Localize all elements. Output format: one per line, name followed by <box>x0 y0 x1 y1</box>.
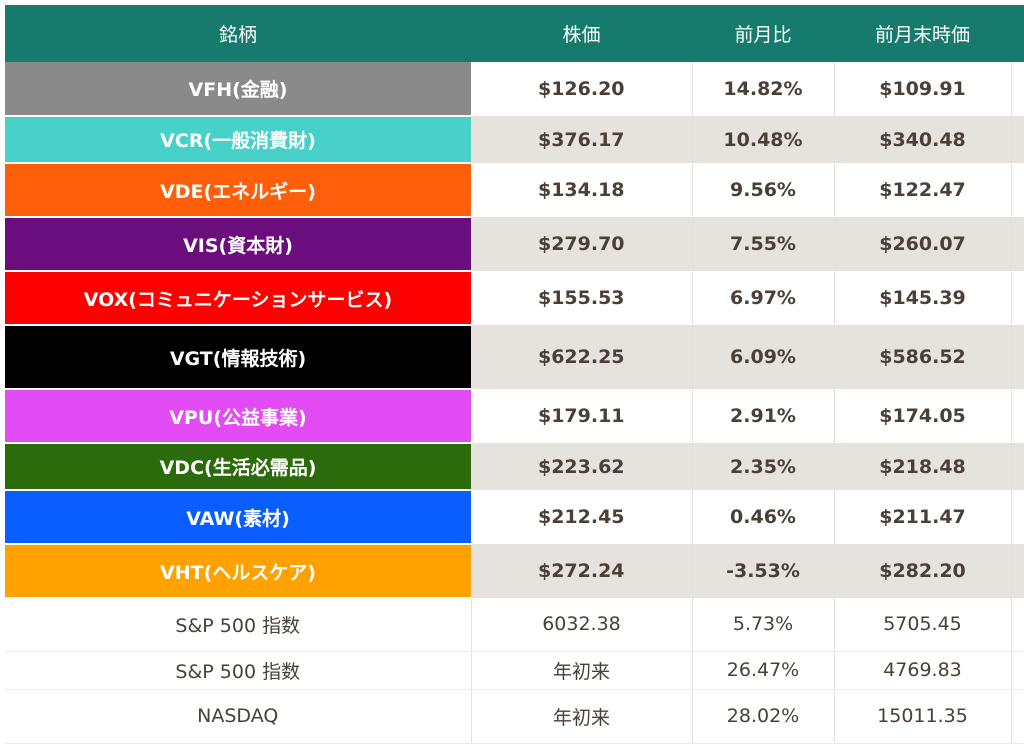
ticker-cell: VIS(資本財) <box>5 217 471 272</box>
index-prev-value-cell: 5705.45 <box>834 598 1012 652</box>
ticker-cell: VHT(ヘルスケア) <box>5 544 471 599</box>
index-name-cell: S&P 500 指数 <box>5 651 472 690</box>
table-row: VGT(情報技術) $622.25 6.09% $586.52 <box>5 325 1024 390</box>
price-cell: $272.24 <box>471 544 693 598</box>
change-cell: -3.53% <box>692 544 835 598</box>
ticker-cell: VDC(生活必需品) <box>5 443 471 491</box>
table-row: VDC(生活必需品) $223.62 2.35% $218.48 <box>5 443 1024 491</box>
header-prev-month-value: 前月末時価 <box>834 5 1011 62</box>
row-pad <box>1011 163 1024 217</box>
index-change-cell: 28.02% <box>692 689 835 744</box>
table-row: VOX(コミュニケーションサービス) $155.53 6.97% $145.39 <box>5 271 1024 326</box>
table-row: VCR(一般消費財) $376.17 10.48% $340.48 <box>5 116 1024 164</box>
index-change-cell: 5.73% <box>692 598 835 652</box>
change-cell: 2.91% <box>692 389 835 443</box>
table-row: VPU(公益事業) $179.11 2.91% $174.05 <box>5 389 1024 444</box>
index-price-cell: 6032.38 <box>471 598 693 652</box>
row-pad <box>1011 490 1024 544</box>
price-cell: $376.17 <box>471 116 693 163</box>
index-prev-value-cell: 4769.83 <box>834 651 1012 690</box>
index-row: S&P 500 指数 年初来 26.47% 4769.83 <box>5 651 1024 690</box>
index-row: S&P 500 指数 6032.38 5.73% 5705.45 <box>5 598 1024 652</box>
prev-value-cell: $122.47 <box>834 163 1012 217</box>
row-pad <box>1011 62 1024 116</box>
index-prev-value-cell: 15011.35 <box>834 689 1012 744</box>
ticker-cell: VFH(金融) <box>5 62 471 117</box>
ticker-cell: VCR(一般消費財) <box>5 116 471 164</box>
header-row: 銘柄 株価 前月比 前月末時価 <box>5 5 1024 62</box>
ticker-cell: VGT(情報技術) <box>5 325 471 390</box>
row-pad <box>1011 443 1024 490</box>
price-cell: $212.45 <box>471 490 693 544</box>
prev-value-cell: $282.20 <box>834 544 1012 598</box>
row-pad <box>1011 116 1024 163</box>
change-cell: 14.82% <box>692 62 835 116</box>
prev-value-cell: $218.48 <box>834 443 1012 490</box>
prev-value-cell: $260.07 <box>834 217 1012 271</box>
prev-value-cell: $145.39 <box>834 271 1012 325</box>
header-change: 前月比 <box>692 5 834 62</box>
price-cell: $126.20 <box>471 62 693 116</box>
prev-value-cell: $211.47 <box>834 490 1012 544</box>
index-name-cell: S&P 500 指数 <box>5 598 472 652</box>
index-row: NASDAQ 年初来 28.02% 15011.35 <box>5 689 1024 744</box>
row-pad <box>1011 217 1024 271</box>
row-pad <box>1011 271 1024 325</box>
table-row: VIS(資本財) $279.70 7.55% $260.07 <box>5 217 1024 272</box>
row-pad <box>1011 689 1024 744</box>
row-pad <box>1011 389 1024 443</box>
price-cell: $223.62 <box>471 443 693 490</box>
change-cell: 2.35% <box>692 443 835 490</box>
ticker-cell: VDE(エネルギー) <box>5 163 471 218</box>
row-pad <box>1011 325 1024 389</box>
change-cell: 9.56% <box>692 163 835 217</box>
index-price-cell: 年初来 <box>471 689 693 744</box>
ticker-cell: VOX(コミュニケーションサービス) <box>5 271 471 326</box>
row-pad <box>1011 651 1024 690</box>
table-row: VDE(エネルギー) $134.18 9.56% $122.47 <box>5 163 1024 218</box>
header-ticker: 銘柄 <box>5 5 471 62</box>
table-row: VAW(素材) $212.45 0.46% $211.47 <box>5 490 1024 545</box>
row-pad <box>1011 544 1024 598</box>
price-cell: $622.25 <box>471 325 693 389</box>
ticker-cell: VAW(素材) <box>5 490 471 545</box>
change-cell: 7.55% <box>692 217 835 271</box>
index-change-cell: 26.47% <box>692 651 835 690</box>
header-pad <box>1011 5 1024 62</box>
price-cell: $155.53 <box>471 271 693 325</box>
prev-value-cell: $340.48 <box>834 116 1012 163</box>
change-cell: 6.09% <box>692 325 835 389</box>
change-cell: 0.46% <box>692 490 835 544</box>
header-price: 株価 <box>471 5 692 62</box>
ticker-cell: VPU(公益事業) <box>5 389 471 444</box>
prev-value-cell: $109.91 <box>834 62 1012 116</box>
prev-value-cell: $174.05 <box>834 389 1012 443</box>
row-pad <box>1011 598 1024 652</box>
change-cell: 10.48% <box>692 116 835 163</box>
table-row: VHT(ヘルスケア) $272.24 -3.53% $282.20 <box>5 544 1024 599</box>
index-price-cell: 年初来 <box>471 651 693 690</box>
prev-value-cell: $586.52 <box>834 325 1012 389</box>
table-row: VFH(金融) $126.20 14.82% $109.91 <box>5 62 1024 117</box>
price-cell: $279.70 <box>471 217 693 271</box>
price-cell: $179.11 <box>471 389 693 443</box>
price-cell: $134.18 <box>471 163 693 217</box>
index-name-cell: NASDAQ <box>5 689 472 744</box>
change-cell: 6.97% <box>692 271 835 325</box>
sector-etf-table: 銘柄 株価 前月比 前月末時価 VFH(金融) $126.20 14.82% $109… <box>5 5 1024 744</box>
